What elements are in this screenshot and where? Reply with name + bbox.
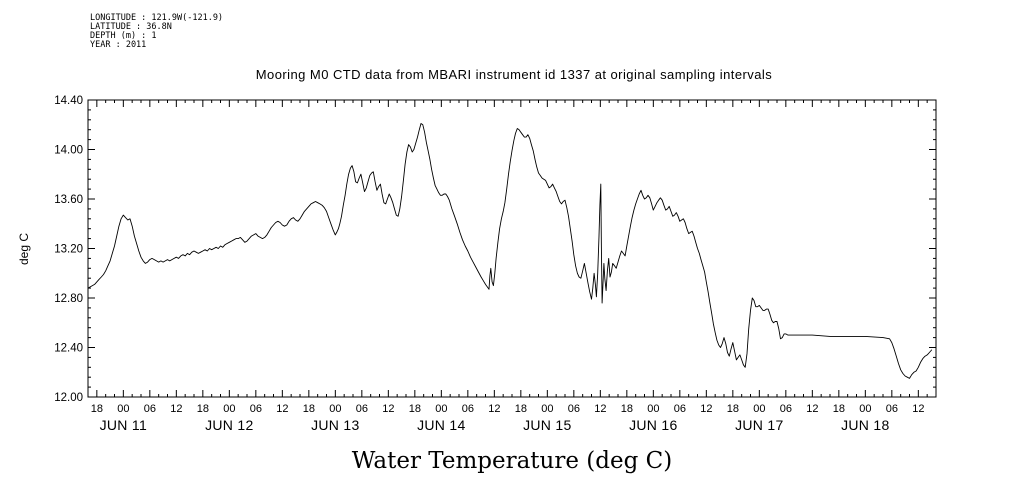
x-date-label: JUN 17 [735, 417, 783, 433]
x-hour-tick-label: 06 [886, 403, 898, 415]
x-date-label: JUN 12 [205, 417, 253, 433]
y-tick-label: 13.60 [54, 194, 83, 206]
x-hour-tick-label: 00 [541, 403, 553, 415]
y-axis-label: deg C [17, 233, 31, 265]
y-tick-label: 12.80 [54, 293, 83, 305]
y-tick-label: 13.20 [54, 244, 83, 256]
x-date-label: JUN 15 [523, 417, 571, 433]
x-hour-tick-label: 18 [515, 403, 527, 415]
x-date-label: JUN 16 [629, 417, 677, 433]
y-tick-label: 14.40 [54, 95, 83, 107]
plot-frame [87, 99, 937, 398]
x-hour-tick-label: 06 [356, 403, 368, 415]
x-date-label: JUN 13 [311, 417, 359, 433]
x-hour-tick-label: 00 [329, 403, 341, 415]
x-hour-tick-label: 12 [170, 403, 182, 415]
x-hour-tick-label: 06 [144, 403, 156, 415]
x-hour-tick-label: 18 [833, 403, 845, 415]
x-hour-tick-label: 18 [727, 403, 739, 415]
x-hour-tick-label: 12 [594, 403, 606, 415]
x-axis-caption: Water Temperature (deg C) [352, 448, 672, 474]
x-hour-tick-label: 06 [250, 403, 262, 415]
x-hour-tick-label: 12 [382, 403, 394, 415]
metadata-year: YEAR : 2011 [90, 40, 146, 50]
x-hour-tick-label: 18 [197, 403, 209, 415]
x-hour-tick-label: 18 [621, 403, 633, 415]
x-date-label: JUN 11 [100, 417, 147, 433]
x-hour-tick-label: 12 [276, 403, 288, 415]
x-date-label: JUN 14 [417, 417, 465, 433]
metadata-latitude: LATITUDE : 36.8N [90, 22, 172, 32]
temperature-series-line [87, 123, 933, 379]
chart-title: Mooring M0 CTD data from MBARI instrumen… [256, 67, 773, 82]
x-hour-tick-label: 18 [409, 403, 421, 415]
y-tick-label: 12.40 [54, 343, 83, 355]
x-hour-tick-label: 12 [488, 403, 500, 415]
x-hour-tick-label: 00 [435, 403, 447, 415]
x-hour-tick-label: 06 [780, 403, 792, 415]
x-hour-tick-label: 00 [859, 403, 871, 415]
x-hour-tick-label: 12 [806, 403, 818, 415]
x-hour-tick-label: 06 [568, 403, 580, 415]
x-date-label: JUN 18 [841, 417, 889, 433]
x-hour-tick-label: 12 [912, 403, 924, 415]
x-hour-tick-label: 18 [91, 403, 103, 415]
plot-axes: 18 00 06 12 18 00 06 12 18 00 06 12 18 00 06 12 18 00 06 12… [54, 95, 937, 433]
x-hour-tick-label: 00 [753, 403, 765, 415]
x-hour-tick-label: 12 [700, 403, 712, 415]
metadata-depth: DEPTH (m) : 1 [90, 31, 157, 41]
x-hour-tick-label: 00 [223, 403, 235, 415]
metadata-block: LONGITUDE : 121.9W(-121.9) LATITUDE : 36… [90, 13, 223, 50]
x-hour-tick-label: 06 [462, 403, 474, 415]
metadata-longitude: LONGITUDE : 121.9W(-121.9) [90, 13, 223, 23]
x-hour-tick-label: 00 [647, 403, 659, 415]
x-hour-tick-label: 18 [303, 403, 315, 415]
y-tick-label: 12.00 [54, 392, 83, 404]
x-hour-tick-label: 06 [674, 403, 686, 415]
x-hour-tick-label: 00 [117, 403, 129, 415]
y-tick-label: 14.00 [54, 145, 83, 157]
